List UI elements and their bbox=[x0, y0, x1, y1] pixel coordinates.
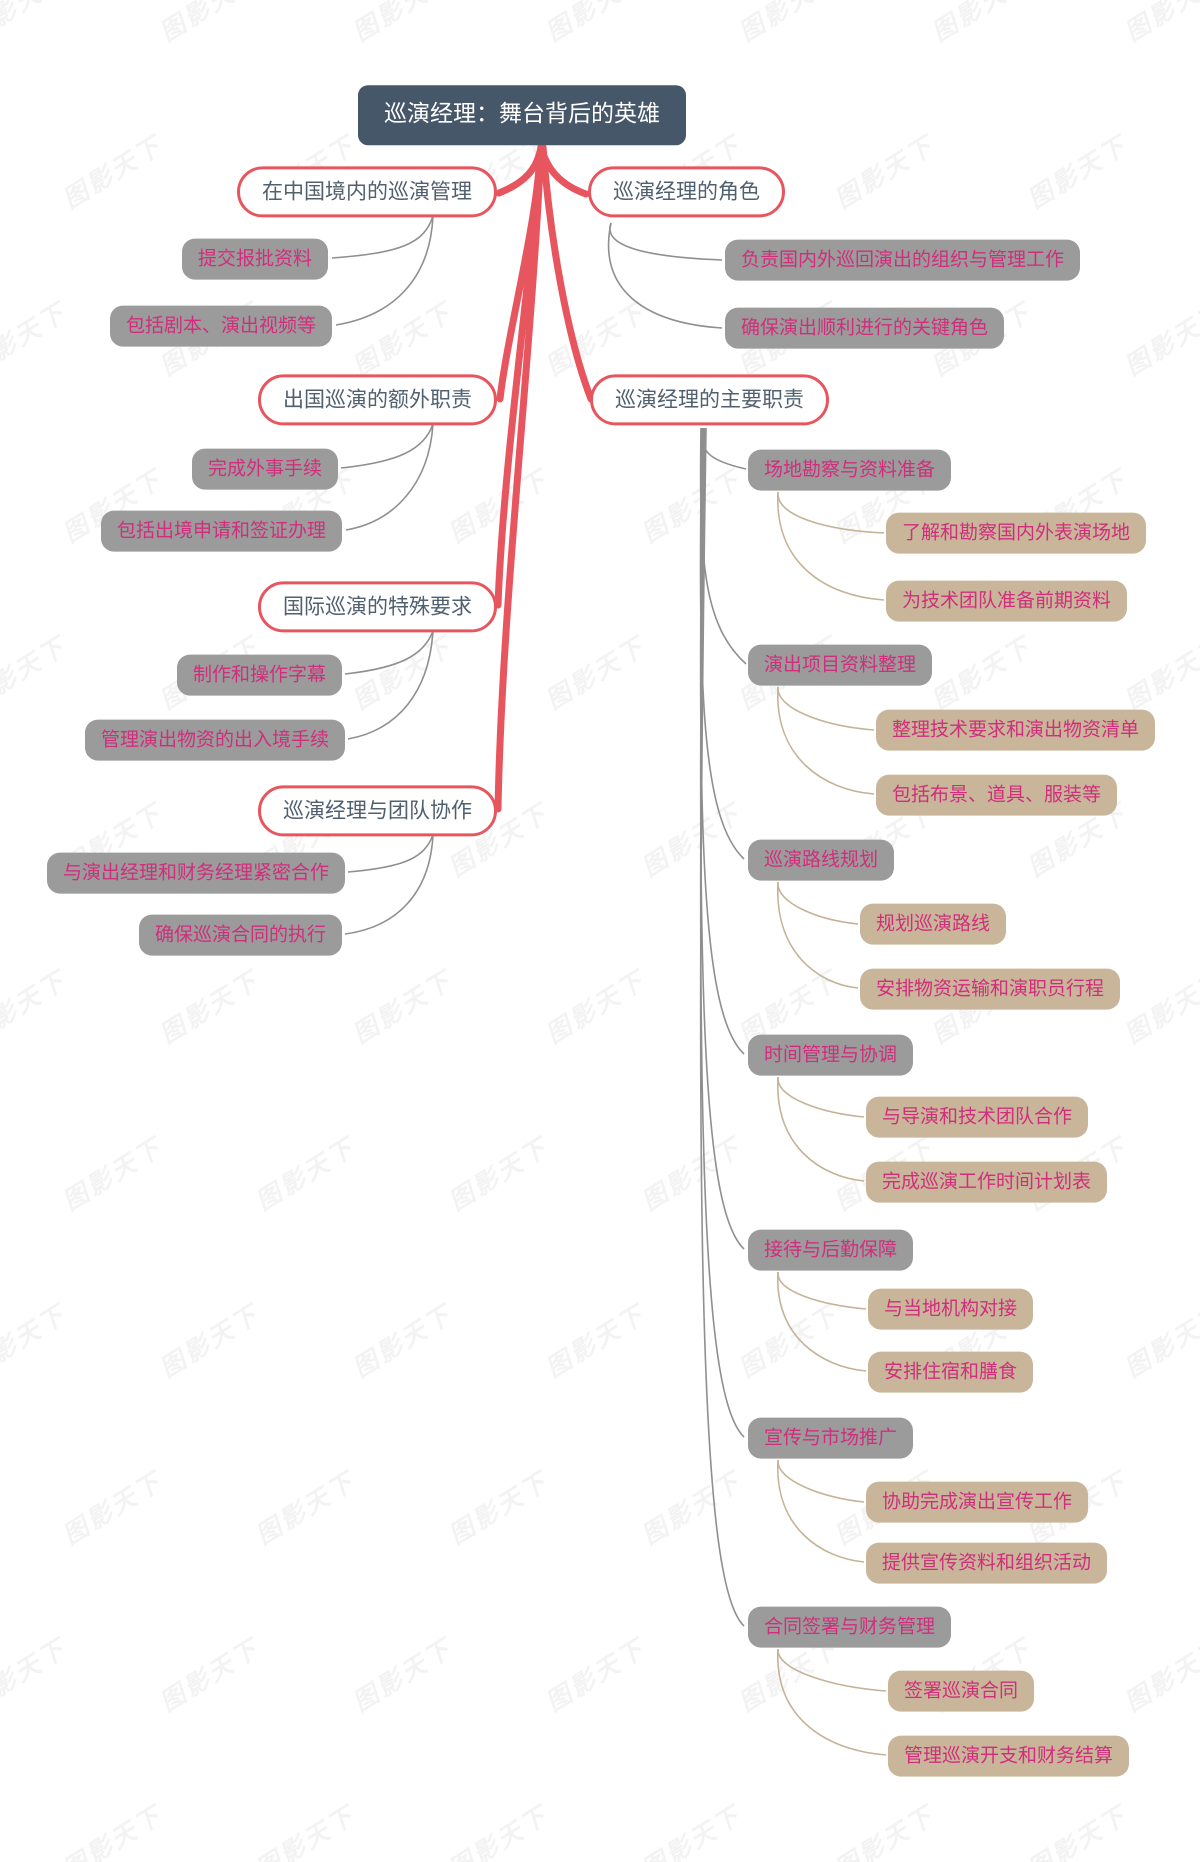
leaf-node[interactable]: 与当地机构对接 bbox=[868, 1288, 1034, 1330]
watermark-text: 图影天下 bbox=[250, 1132, 361, 1217]
watermark-text: 图影天下 bbox=[540, 631, 651, 716]
sub-node[interactable]: 提交报批资料 bbox=[181, 238, 328, 280]
watermark-text: 图影天下 bbox=[443, 1800, 554, 1862]
branch-node-tour-manager-role[interactable]: 巡演经理的角色 bbox=[588, 166, 785, 218]
watermark-text: 图影天下 bbox=[443, 1466, 554, 1551]
watermark-text: 图影天下 bbox=[636, 1132, 747, 1217]
watermark-text: 图影天下 bbox=[1119, 297, 1200, 382]
watermark-text: 图影天下 bbox=[540, 297, 651, 382]
watermark-text: 图影天下 bbox=[1119, 631, 1200, 716]
branch-node-team-collaboration[interactable]: 巡演经理与团队协作 bbox=[258, 785, 497, 837]
watermark-text: 图影天下 bbox=[250, 1800, 361, 1862]
watermark-text: 图影天下 bbox=[57, 1466, 168, 1551]
watermark-text: 图影天下 bbox=[347, 0, 458, 48]
watermark-text: 图影天下 bbox=[1022, 130, 1133, 215]
watermark-text: 图影天下 bbox=[347, 1299, 458, 1384]
watermark-text: 图影天下 bbox=[636, 1466, 747, 1551]
watermark-text: 图影天下 bbox=[57, 1800, 168, 1862]
watermark-text: 图影天下 bbox=[540, 0, 651, 48]
gray-subbranch-connectors bbox=[331, 215, 747, 1627]
sub-node[interactable]: 确保演出顺利进行的关键角色 bbox=[725, 307, 1005, 349]
leaf-node[interactable]: 完成巡演工作时间计划表 bbox=[866, 1161, 1108, 1203]
sub-node[interactable]: 场地勘察与资料准备 bbox=[748, 449, 952, 491]
sub-node[interactable]: 制作和操作字幕 bbox=[176, 654, 342, 696]
watermark-text: 图影天下 bbox=[926, 0, 1037, 48]
root-node[interactable]: 巡演经理：舞台背后的英雄 bbox=[358, 85, 686, 145]
watermark-text: 图影天下 bbox=[926, 631, 1037, 716]
leaf-node[interactable]: 与导演和技术团队合作 bbox=[866, 1096, 1089, 1138]
watermark-text: 图影天下 bbox=[1119, 1633, 1200, 1718]
branch-node-main-responsibilities[interactable]: 巡演经理的主要职责 bbox=[590, 374, 829, 426]
watermark-text: 图影天下 bbox=[443, 1132, 554, 1217]
leaf-node[interactable]: 安排物资运输和演职员行程 bbox=[860, 968, 1121, 1010]
watermark-text: 图影天下 bbox=[0, 965, 72, 1050]
leaf-node[interactable]: 规划巡演路线 bbox=[860, 903, 1007, 945]
sub-node[interactable]: 演出项目资料整理 bbox=[748, 644, 933, 686]
watermark-text: 图影天下 bbox=[540, 965, 651, 1050]
watermark-text: 图影天下 bbox=[154, 1633, 265, 1718]
watermark-text: 图影天下 bbox=[0, 1299, 72, 1384]
watermark-text: 图影天下 bbox=[0, 297, 72, 382]
leaf-node[interactable]: 管理巡演开支和财务结算 bbox=[888, 1735, 1130, 1777]
watermark-text: 图影天下 bbox=[829, 130, 940, 215]
sub-node[interactable]: 宣传与市场推广 bbox=[748, 1417, 914, 1459]
sub-node[interactable]: 管理演出物资的出入境手续 bbox=[84, 719, 345, 761]
watermark-text: 图影天下 bbox=[1022, 1800, 1133, 1862]
sub-node[interactable]: 时间管理与协调 bbox=[748, 1034, 914, 1076]
watermark-text: 图影天下 bbox=[0, 631, 72, 716]
leaf-node[interactable]: 包括布景、道具、服装等 bbox=[876, 774, 1118, 816]
sub-node[interactable]: 确保巡演合同的执行 bbox=[138, 914, 342, 956]
watermark-text: 图影天下 bbox=[250, 1466, 361, 1551]
leaf-node[interactable]: 了解和勘察国内外表演场地 bbox=[886, 512, 1147, 554]
watermark-text: 图影天下 bbox=[1119, 0, 1200, 48]
sub-node[interactable]: 与演出经理和财务经理紧密合作 bbox=[46, 852, 345, 894]
leaf-node[interactable]: 整理技术要求和演出物资清单 bbox=[876, 709, 1156, 751]
watermark-text: 图影天下 bbox=[636, 464, 747, 549]
watermark-text: 图影天下 bbox=[443, 464, 554, 549]
sub-node[interactable]: 巡演路线规划 bbox=[748, 839, 895, 881]
sub-node[interactable]: 合同签署与财务管理 bbox=[748, 1606, 952, 1648]
leaf-node[interactable]: 签署巡演合同 bbox=[888, 1670, 1035, 1712]
leaf-node[interactable]: 安排住宿和膳食 bbox=[868, 1351, 1034, 1393]
watermark-text: 图影天下 bbox=[636, 798, 747, 883]
watermark-text: 图影天下 bbox=[733, 1299, 844, 1384]
watermark-text: 图影天下 bbox=[829, 1800, 940, 1862]
watermark-text: 图影天下 bbox=[154, 965, 265, 1050]
watermark-text: 图影天下 bbox=[154, 0, 265, 48]
watermark-text: 图影天下 bbox=[347, 1633, 458, 1718]
watermark-text: 图影天下 bbox=[540, 1299, 651, 1384]
watermark-text: 图影天下 bbox=[636, 1800, 747, 1862]
watermark-text: 图影天下 bbox=[1119, 1299, 1200, 1384]
leaf-node[interactable]: 协助完成演出宣传工作 bbox=[866, 1481, 1089, 1523]
watermark-text: 图影天下 bbox=[1119, 965, 1200, 1050]
watermark-text: 图影天下 bbox=[347, 297, 458, 382]
leaf-node[interactable]: 为技术团队准备前期资料 bbox=[886, 580, 1128, 622]
leaf-node[interactable]: 提供宣传资料和组织活动 bbox=[866, 1542, 1108, 1584]
watermark-text: 图影天下 bbox=[0, 0, 72, 48]
sub-node[interactable]: 包括出境申请和签证办理 bbox=[100, 510, 342, 552]
sub-node[interactable]: 负责国内外巡回演出的组织与管理工作 bbox=[725, 239, 1081, 281]
watermark-text: 图影天下 bbox=[57, 130, 168, 215]
watermark-text: 图影天下 bbox=[733, 0, 844, 48]
watermark-text: 图影天下 bbox=[347, 631, 458, 716]
red-branch-connectors bbox=[494, 143, 595, 813]
sub-node[interactable]: 完成外事手续 bbox=[191, 448, 338, 490]
sub-node[interactable]: 包括剧本、演出视频等 bbox=[109, 305, 332, 347]
branch-node-china-tour-management[interactable]: 在中国境内的巡演管理 bbox=[237, 166, 497, 218]
watermark-text: 图影天下 bbox=[57, 1132, 168, 1217]
branch-node-international-requirements[interactable]: 国际巡演的特殊要求 bbox=[258, 581, 497, 633]
branch-node-overseas-extra-duties[interactable]: 出国巡演的额外职责 bbox=[258, 374, 497, 426]
watermark-text: 图影天下 bbox=[347, 965, 458, 1050]
watermark-text: 图影天下 bbox=[154, 1299, 265, 1384]
watermark-text: 图影天下 bbox=[0, 1633, 72, 1718]
watermark-text: 图影天下 bbox=[540, 1633, 651, 1718]
sub-node[interactable]: 接待与后勤保障 bbox=[748, 1229, 914, 1271]
